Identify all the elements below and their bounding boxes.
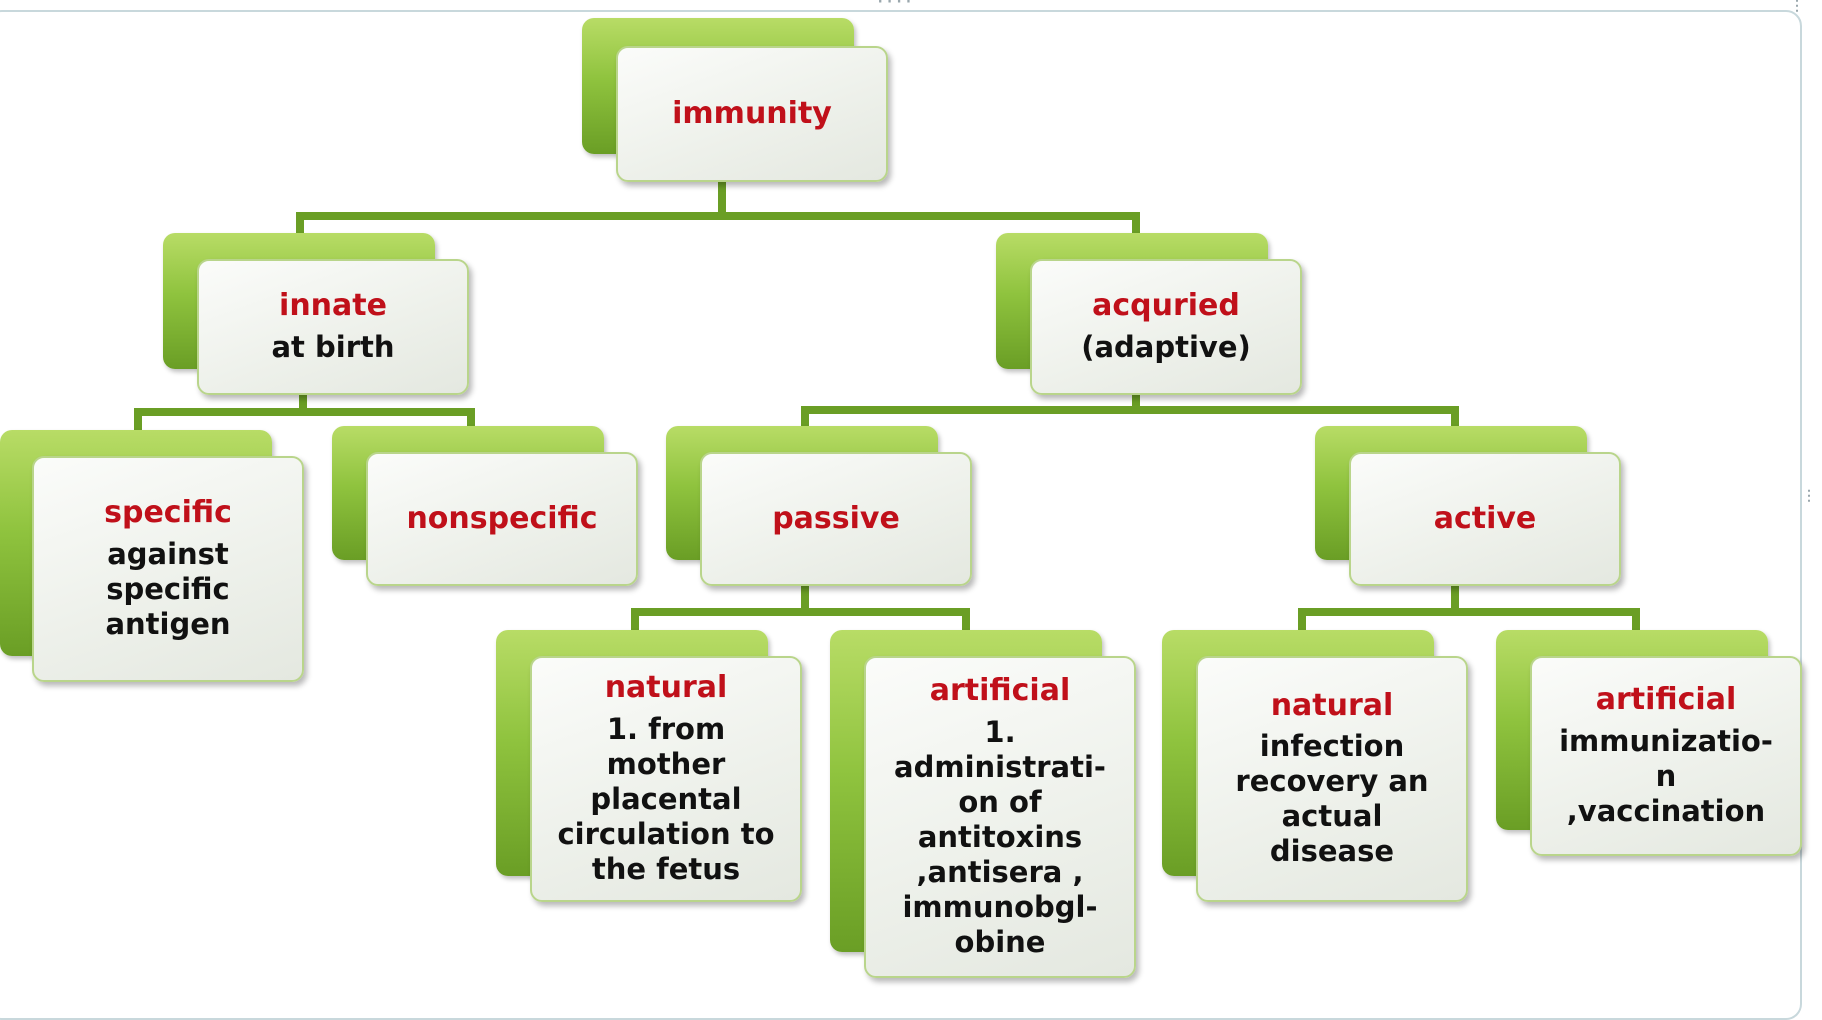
node-specific-line: against (107, 536, 229, 571)
node-active-artificial-line: ,vaccination (1566, 793, 1766, 828)
node-specific-line: antigen (105, 606, 231, 641)
node-passive-artificial-line: antitoxins (917, 819, 1083, 854)
node-active-artificial-desc: immunizatio- n ,vaccination (1559, 724, 1773, 829)
node-passive-natural-line: 1. from (606, 711, 726, 746)
node-nonspecific-front: nonspecific (366, 452, 638, 586)
node-passive-natural-line: circulation to (557, 816, 775, 851)
node-acquired-desc: (adaptive) (1081, 329, 1251, 364)
node-nonspecific-title: nonspecific (406, 500, 598, 536)
node-passive-artificial-front: artificial 1. administrati- on of antito… (864, 656, 1136, 978)
node-active-natural-line: recovery an (1235, 764, 1429, 799)
node-specific-line: specific (106, 571, 230, 606)
node-passive-natural-line: the fetus (591, 851, 741, 886)
node-active: active (1315, 426, 1621, 586)
connector-innate (134, 388, 475, 436)
node-passive-natural: natural 1. from mother placental circula… (496, 630, 802, 902)
node-specific-front: specific against specific antigen (32, 456, 304, 682)
node-acquired: acquried (adaptive) (996, 233, 1302, 395)
node-active-artificial-line: n (1655, 758, 1677, 793)
connector-passive (631, 581, 970, 636)
node-acquired-title: acquried (1092, 288, 1240, 324)
node-passive-artificial-desc: 1. administrati- on of antitoxins ,antis… (894, 715, 1106, 960)
node-active-title: active (1433, 500, 1537, 536)
node-specific-desc: against specific antigen (105, 537, 230, 642)
node-passive-artificial: artificial 1. administrati- on of antito… (830, 630, 1136, 978)
node-acquired-front: acquried (adaptive) (1030, 259, 1302, 395)
node-immunity-title: immunity (672, 95, 832, 131)
node-innate-title: innate (279, 288, 387, 324)
node-passive-front: passive (700, 452, 972, 586)
node-immunity: immunity (582, 18, 888, 182)
node-passive-natural-desc: 1. from mother placental circulation to … (557, 712, 774, 887)
node-active-natural-line: infection (1259, 729, 1405, 764)
node-active-natural-title: natural (1270, 687, 1394, 723)
node-active-artificial-line: immunizatio- (1559, 723, 1773, 758)
node-active-front: active (1349, 452, 1621, 586)
node-active-natural-front: natural infection recovery an actual dis… (1196, 656, 1468, 902)
resize-handle-right[interactable]: ⋮ (1802, 488, 1817, 504)
node-nonspecific: nonspecific (332, 426, 638, 586)
node-passive-artificial-line: obine (954, 924, 1046, 959)
node-passive-natural-line: mother (606, 746, 726, 781)
node-active-artificial-front: artificial immunizatio- n ,vaccination (1530, 656, 1802, 856)
node-passive-title: passive (772, 500, 900, 536)
node-passive-natural-title: natural (604, 670, 728, 706)
node-active-natural-line: actual (1281, 799, 1383, 834)
node-active-natural-desc: infection recovery an actual disease (1235, 729, 1428, 869)
connector-immunity (296, 176, 1140, 266)
node-passive-artificial-line: immunobgl- (902, 889, 1098, 924)
node-active-artificial-title: artificial (1595, 682, 1737, 718)
node-specific-title: specific (104, 495, 232, 531)
node-specific: specific against specific antigen (0, 430, 304, 682)
connector-acquired (801, 388, 1459, 432)
node-passive-natural-front: natural 1. from mother placental circula… (530, 656, 802, 902)
connector-active (1298, 581, 1640, 636)
node-passive-artificial-line: administrati- (894, 749, 1106, 784)
node-passive-artificial-line: ,antisera , (916, 854, 1084, 889)
node-passive-natural-line: placental (590, 781, 742, 816)
resize-handle-top[interactable]: ···· (876, 0, 914, 10)
node-innate-desc: at birth (271, 329, 395, 364)
node-immunity-front: immunity (616, 46, 888, 182)
connector-lines (134, 176, 1640, 636)
node-active-natural-line: disease (1269, 834, 1395, 869)
node-active-artificial: artificial immunizatio- n ,vaccination (1496, 630, 1802, 856)
resize-handle-corner[interactable]: ⋮ (1790, 0, 1805, 14)
node-passive-artificial-line: on of (958, 784, 1042, 819)
node-passive-artificial-title: artificial (929, 673, 1071, 709)
node-passive-artificial-line: 1. (984, 714, 1016, 749)
node-active-natural: natural infection recovery an actual dis… (1162, 630, 1468, 902)
node-innate: innate at birth (163, 233, 469, 395)
node-passive: passive (666, 426, 972, 586)
node-innate-front: innate at birth (197, 259, 469, 395)
